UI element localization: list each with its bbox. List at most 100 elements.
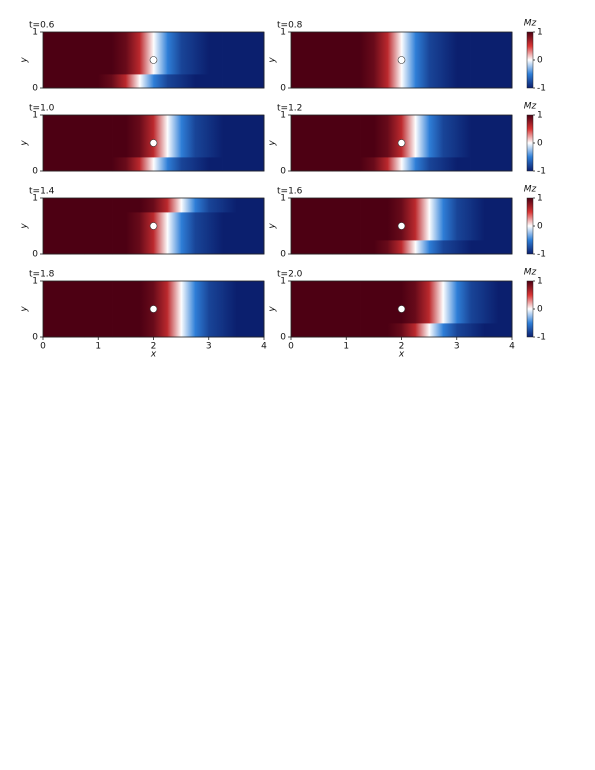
- field-cell: [442, 115, 458, 130]
- field-cell: [153, 46, 168, 75]
- colorbar: [526, 280, 534, 338]
- colorbar-tick-label: 1: [537, 111, 543, 121]
- y-tick-label: 1: [280, 111, 286, 121]
- field-cell: [139, 323, 154, 338]
- field-cell: [373, 74, 389, 89]
- field-cell: [346, 240, 361, 255]
- field-cell: [70, 212, 85, 241]
- field-cell: [112, 115, 127, 130]
- field-cell: [456, 212, 471, 241]
- field-cell: [139, 295, 154, 324]
- field-cell: [194, 281, 210, 296]
- field-cell: [153, 281, 168, 296]
- field-cell: [98, 74, 113, 89]
- field-cell: [112, 157, 127, 172]
- field-cell: [250, 212, 265, 241]
- field-cell: [208, 198, 223, 213]
- field-cell: [498, 240, 513, 255]
- y-tick-label: 1: [280, 194, 286, 204]
- field-cell: [484, 74, 499, 89]
- field-cell: [304, 157, 320, 172]
- field-cell: [139, 240, 154, 255]
- field-cell: [125, 281, 141, 296]
- y-tick-label: 0: [280, 84, 286, 94]
- field-cell: [208, 32, 223, 47]
- field-cell: [456, 129, 471, 158]
- field-cell: [429, 281, 444, 296]
- field-cell: [112, 74, 127, 89]
- field-cell: [484, 240, 499, 255]
- colorbar-label: Mz: [524, 185, 537, 195]
- field-cell: [401, 198, 416, 213]
- y-axis-label: y: [20, 223, 30, 230]
- colorbar-tick-label: 1: [537, 277, 543, 287]
- field-cell: [43, 157, 58, 172]
- field-cell: [56, 295, 72, 324]
- field-cell: [194, 240, 210, 255]
- field-cell: [318, 46, 333, 75]
- field-cell: [139, 212, 154, 241]
- y-tick-label: 0: [280, 167, 286, 177]
- field-cell: [236, 281, 251, 296]
- field-cell: [56, 157, 72, 172]
- field-cell: [429, 295, 444, 324]
- field-cell: [250, 46, 265, 75]
- field-cell: [112, 32, 127, 47]
- field-cell: [84, 240, 99, 255]
- y-axis-label: y: [268, 306, 278, 313]
- field-cell: [401, 323, 416, 338]
- field-cell: [360, 323, 375, 338]
- field-cell: [98, 198, 113, 213]
- field-cell: [498, 74, 513, 89]
- field-cell: [442, 281, 458, 296]
- y-axis-label: y: [20, 57, 30, 64]
- field-cell: [415, 32, 430, 47]
- field-cell: [43, 295, 58, 324]
- x-tick-label: 0: [40, 342, 46, 352]
- x-axis-label: x: [398, 350, 405, 360]
- field-cell: [456, 32, 471, 47]
- plot-frame: [290, 114, 513, 172]
- field-cell: [470, 115, 485, 130]
- x-tick-label: 2: [399, 342, 405, 352]
- field-cell: [429, 46, 444, 75]
- field-cell: [70, 240, 85, 255]
- field-cell: [291, 46, 306, 75]
- field-cell: [250, 281, 265, 296]
- field-cell: [304, 323, 320, 338]
- colorbar-tick-label: -1: [537, 250, 546, 260]
- field-cell: [401, 240, 416, 255]
- field-cell: [456, 281, 471, 296]
- field-cell: [43, 74, 58, 89]
- plot-frame: [42, 31, 265, 89]
- field-cell: [291, 281, 306, 296]
- field-cell: [456, 198, 471, 213]
- x-tick-label: 1: [95, 342, 101, 352]
- y-axis-label: y: [20, 306, 30, 313]
- field-cell: [498, 198, 513, 213]
- field-cell: [346, 74, 361, 89]
- field-cell: [153, 212, 168, 241]
- field-cell: [360, 295, 375, 324]
- panel-title: t=0.6: [29, 21, 55, 31]
- field-cell: [181, 295, 196, 324]
- colorbar: [526, 197, 534, 255]
- field-cell: [484, 295, 499, 324]
- field-cell: [70, 281, 85, 296]
- field-cell: [498, 129, 513, 158]
- field-cell: [139, 281, 154, 296]
- field-cell: [153, 74, 168, 89]
- field-cell: [56, 74, 72, 89]
- field-cell: [442, 74, 458, 89]
- field-cell: [43, 198, 58, 213]
- field-cell: [484, 281, 499, 296]
- field-cell: [346, 115, 361, 130]
- field-cell: [332, 74, 347, 89]
- panel-title: t=1.2: [277, 104, 302, 114]
- field-cell: [415, 115, 430, 130]
- colorbar-tick-label: 0: [537, 139, 543, 149]
- field-cell: [139, 198, 154, 213]
- y-tick-label: 0: [32, 167, 38, 177]
- field-cell: [222, 32, 237, 47]
- field-cell: [43, 212, 58, 241]
